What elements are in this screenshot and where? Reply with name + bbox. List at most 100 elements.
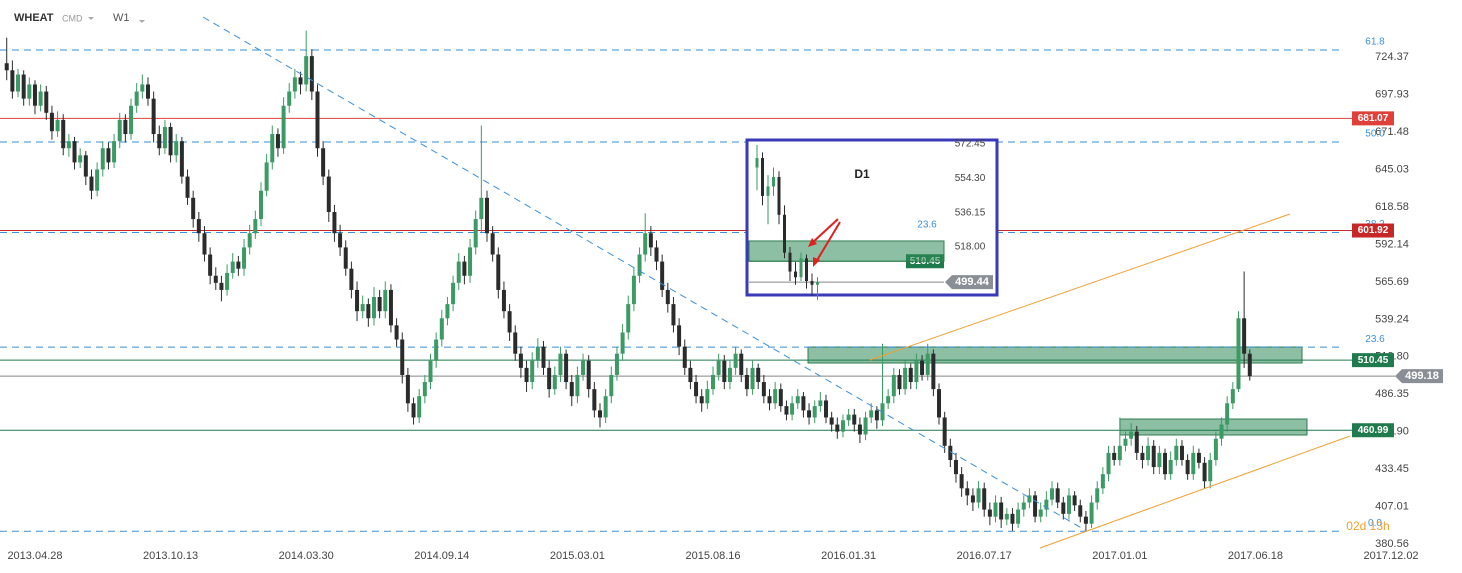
candle-body xyxy=(371,297,376,319)
candle-body xyxy=(1072,495,1077,506)
candle-body xyxy=(304,56,309,85)
candle-body xyxy=(451,282,456,305)
candle-body xyxy=(349,268,354,290)
candle-body xyxy=(270,134,275,163)
current-price-label: 499.18 xyxy=(1405,370,1439,382)
candle-body xyxy=(948,445,953,460)
candle-body xyxy=(338,233,343,248)
candle-body xyxy=(552,374,557,390)
candle-body xyxy=(1066,495,1071,514)
candle-body xyxy=(439,318,444,340)
candle-body xyxy=(739,353,744,375)
candle-body xyxy=(1247,353,1252,377)
candle-body xyxy=(10,70,15,92)
candle-body xyxy=(27,84,32,99)
fib-label: 61.8 xyxy=(1365,37,1385,48)
candle-body xyxy=(1112,452,1117,460)
candle-body xyxy=(253,219,258,234)
candle-body xyxy=(377,297,382,312)
candle-body xyxy=(1004,513,1009,520)
candle-body xyxy=(117,119,122,142)
candle-body xyxy=(908,367,913,383)
current-price-badge xyxy=(1395,369,1443,384)
fib-label: 50.0 xyxy=(1365,129,1385,140)
x-tick-label: 2014.03.30 xyxy=(279,550,334,562)
dropdown-icon[interactable] xyxy=(88,17,94,20)
candle-body xyxy=(648,233,653,248)
candle-body xyxy=(151,98,156,135)
candle-body xyxy=(586,360,591,390)
candle-body xyxy=(315,91,320,149)
candle-body xyxy=(501,289,506,312)
candle-body xyxy=(863,417,868,435)
candle-body xyxy=(168,126,173,156)
candle-body xyxy=(1179,445,1184,460)
candle-body xyxy=(507,311,512,333)
x-tick-label: 2015.08.16 xyxy=(685,550,740,562)
candle-body xyxy=(513,332,518,354)
fib-label: 23.6 xyxy=(1365,334,1385,345)
candle-body xyxy=(631,275,636,305)
candle-body xyxy=(129,105,134,135)
candle-body xyxy=(761,382,766,397)
y-tick-label: 433.45 xyxy=(1375,463,1409,475)
candle-body xyxy=(564,353,569,383)
y-tick-label: 592.14 xyxy=(1375,238,1409,250)
candle-body xyxy=(1033,495,1038,517)
candle-body xyxy=(620,332,625,354)
y-tick-label: 486.35 xyxy=(1375,388,1409,400)
symbol[interactable]: WHEAT xyxy=(14,12,54,24)
candle-body xyxy=(788,252,792,272)
timeframe[interactable]: W1 xyxy=(113,12,130,24)
x-tick-label: 2017.06.18 xyxy=(1228,550,1283,562)
candle-body xyxy=(869,410,874,418)
candle-body xyxy=(846,414,851,421)
candle-body xyxy=(44,91,49,113)
candle-body xyxy=(49,112,54,132)
candle-body xyxy=(1236,318,1241,390)
candle-body xyxy=(530,360,535,383)
candle-body xyxy=(812,406,817,418)
candle-body xyxy=(417,396,422,418)
candle-body xyxy=(699,396,704,404)
candle-body xyxy=(711,374,716,390)
candle-body xyxy=(965,488,970,496)
candle-body xyxy=(756,367,761,383)
current-price-label: 499.44 xyxy=(955,276,990,288)
candle-body xyxy=(1083,516,1088,524)
y-tick-label: 645.03 xyxy=(1375,163,1409,175)
candle-body xyxy=(123,119,128,135)
candle-body xyxy=(959,474,964,489)
candle-body xyxy=(660,261,665,290)
candle-body xyxy=(777,176,781,215)
price-badge-label: 510.45 xyxy=(1358,355,1389,366)
candle-body xyxy=(891,374,896,397)
y-tick-label: 380.56 xyxy=(1375,538,1409,550)
channel-line xyxy=(869,213,1291,361)
candle-body xyxy=(852,414,857,425)
candle-body xyxy=(829,417,834,425)
candle-body xyxy=(937,389,942,418)
candle-body xyxy=(4,63,9,71)
candle-body xyxy=(83,155,88,177)
candle-body xyxy=(236,261,241,269)
arrow xyxy=(811,218,839,244)
candle-body xyxy=(761,158,764,196)
candle-body xyxy=(733,353,738,368)
price-badge-label: 681.07 xyxy=(1358,113,1389,124)
candle-body xyxy=(309,56,314,92)
arrow-head xyxy=(808,238,817,247)
trend-line xyxy=(202,16,1086,531)
dropdown-icon[interactable] xyxy=(139,20,145,23)
fib-label: 23.6 xyxy=(917,220,937,231)
candle-body xyxy=(326,176,331,212)
candle-body xyxy=(682,346,687,368)
candle-body xyxy=(1123,438,1128,446)
candle-body xyxy=(462,261,467,276)
candle-body xyxy=(643,233,648,255)
y-tick-label: 539.24 xyxy=(1375,313,1409,325)
candle-body xyxy=(281,105,286,149)
candle-body xyxy=(835,424,840,432)
candle-body xyxy=(925,353,930,375)
